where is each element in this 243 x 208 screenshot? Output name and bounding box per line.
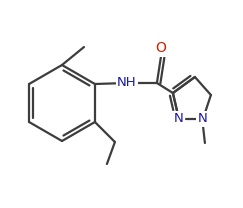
Text: N: N xyxy=(174,113,184,125)
Text: O: O xyxy=(156,41,166,55)
Text: N: N xyxy=(198,113,208,125)
Text: NH: NH xyxy=(117,77,137,89)
